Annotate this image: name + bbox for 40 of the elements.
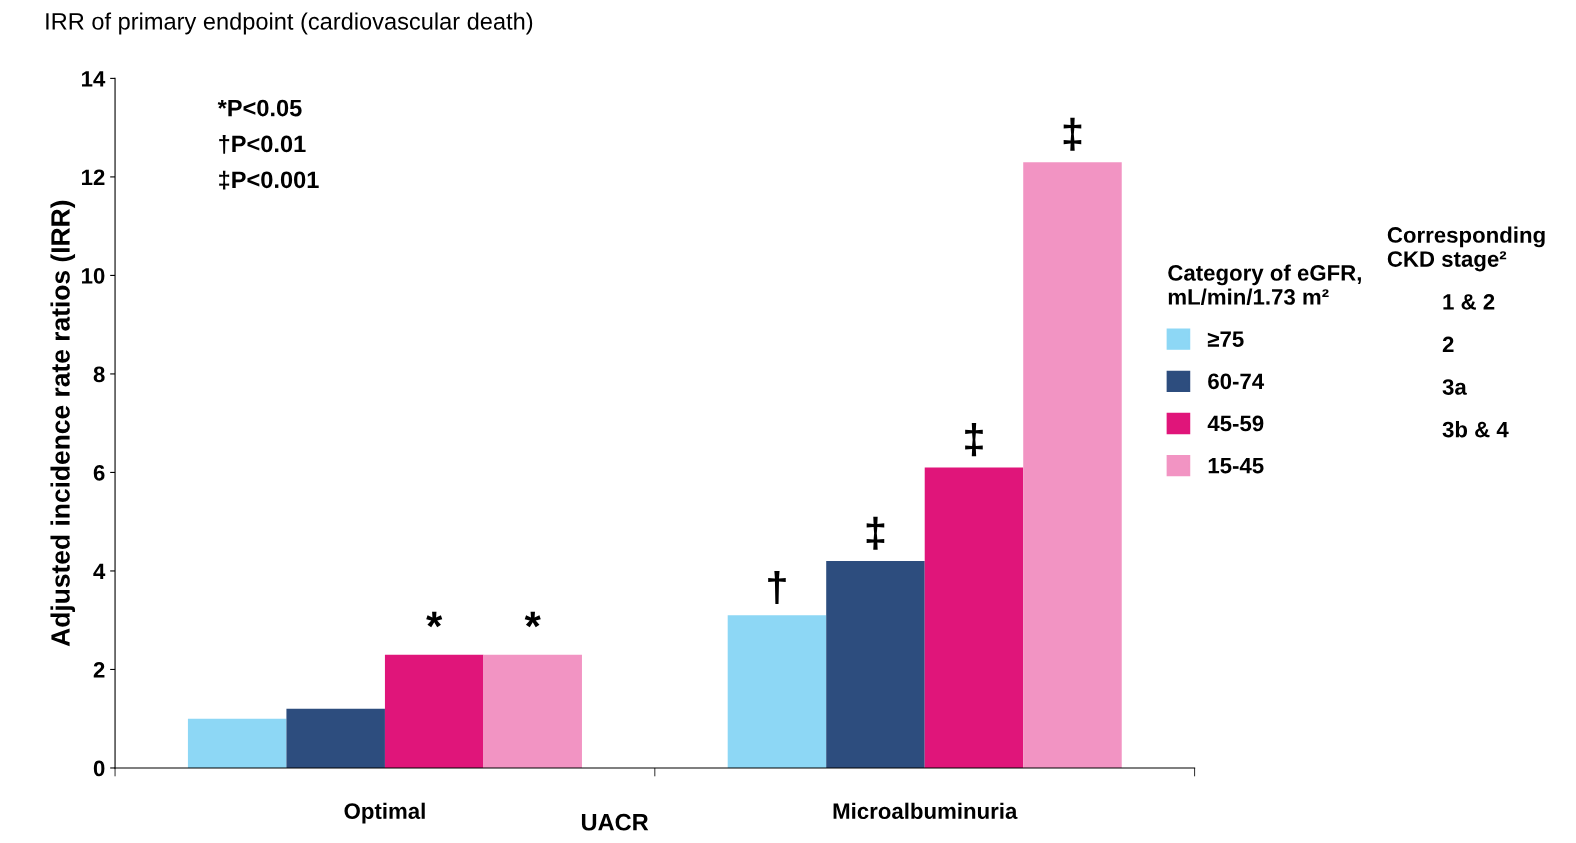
bar [384, 654, 484, 768]
bar [483, 654, 582, 768]
y-tick-label: 8 [93, 366, 105, 383]
data-label: * [524, 611, 541, 628]
bar [924, 467, 1024, 768]
x-axis-title: UACR [581, 813, 649, 831]
legend-label: 60-74 [1208, 373, 1265, 390]
chart-title: IRR of primary endpoint (cardiovascular death) [46, 12, 533, 35]
text: 3a [1442, 379, 1467, 395]
y-tick-label: 14 [82, 71, 106, 87]
data-label: ‡ [1063, 117, 1082, 151]
x-tick-label: Microalbuminuria [833, 802, 1018, 820]
legend-label: 45-59 [1207, 415, 1264, 432]
text: 3b & 4 [1442, 421, 1509, 438]
y-tick-label: 2 [93, 662, 105, 678]
y-tick-label: 0 [93, 760, 105, 777]
text: 2 [1442, 336, 1454, 353]
y-tick-label: 4 [93, 563, 106, 579]
bar [727, 615, 827, 768]
legend-title: Category of eGFR, mL/min/1.73 m² [1168, 264, 1361, 306]
bar [286, 708, 385, 768]
x-tick-label: Optimal [344, 802, 425, 824]
data-label: ‡ [965, 423, 983, 457]
text: Corresponding CKD stage² [1387, 226, 1545, 272]
legend-label: ≥75 [1207, 331, 1244, 347]
annotation: †P<0.01 [219, 134, 306, 154]
bar [1023, 162, 1122, 768]
y-tick-label: 10 [82, 267, 105, 284]
y-tick-label: 6 [93, 464, 105, 481]
data-label: * [426, 611, 443, 628]
legend-label: 15-45 [1208, 457, 1264, 474]
y-axis-title: Adjusted incidence rate ratios (IRR) [50, 200, 76, 647]
bar [826, 561, 925, 768]
bar [187, 718, 287, 768]
data-label: ‡ [866, 516, 885, 550]
annotation: ‡P<0.001 [219, 170, 319, 190]
data-label: † [768, 570, 786, 604]
text: 1 & 2 [1443, 294, 1495, 310]
y-tick-label: 12 [82, 169, 105, 185]
annotation: *P<0.05 [217, 99, 302, 117]
